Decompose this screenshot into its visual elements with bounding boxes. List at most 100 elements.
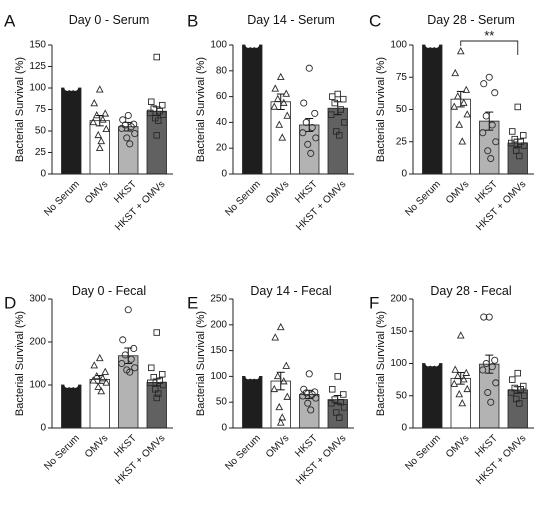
panel-d-data-point [72,382,79,388]
panel-e-data-point [329,386,336,393]
panel-d-data-point [92,371,101,380]
panel-b-data-point [282,89,291,97]
panel-e-data-point [282,361,291,369]
panel-e-ytick-label: 100 [210,371,227,382]
panel-f-data-point [485,313,493,321]
panel-d-data-point [158,371,166,378]
panel-b-data-point [271,84,280,92]
panel-d-data-point [124,306,132,314]
panel-f-xtick-label: OMVs [444,433,471,460]
panel-b-ytick-label: 0 [221,169,227,180]
panel-f-data-point [450,379,459,387]
panel-b-data-point [299,129,307,137]
panel-b-letter: B [187,12,198,31]
panel-b-data-point [270,102,279,110]
panel-b-ytick-label: 20 [216,143,228,154]
panel-d-data-point [153,394,160,402]
panel-a-xtick-label: HKST [112,179,139,206]
panel-c-data-point [516,152,523,160]
panel-b-ylabel: Bacterial Survival (%) [195,57,207,162]
panel-e-ytick-label: 150 [210,345,227,356]
panel-f-data-point [509,376,516,383]
panel-f-ylabel: Bacterial Survival (%) [375,311,387,416]
panel-e-xtick-label: HKST [293,433,320,460]
panel-f-bar [479,363,500,429]
panel-e-data-point [307,406,315,414]
panel-c-data-point [492,138,500,146]
panel-a-bar [89,120,110,175]
panel-f-data-point [433,360,440,367]
panel-d-data-point [126,368,134,376]
panel-c-bar [450,98,471,175]
panel-d-data-point [130,344,138,353]
panel-a-data-point [154,117,162,124]
panel-c-data-point [453,92,462,100]
panel-a-letter: A [4,12,16,31]
panel-b-data-point [336,132,343,139]
panel-a-data-point [127,123,135,131]
panel-f-data-point [451,365,460,373]
panel-b-xtick-label: HKST + OMVs [294,179,348,233]
panel-e-data-point [299,392,307,400]
panel-c-data-point [517,138,525,145]
panel-f-data-point [521,392,528,400]
panel-c-data-point [451,68,460,77]
panel-a-data-point [101,109,110,117]
panel-a-data-point [156,107,163,115]
panel-e-ytick-label: 50 [216,397,228,408]
panel-c-xtick-label: HKST [473,179,500,206]
panel-a-data-point [98,115,107,123]
panel-c-data-point [484,147,492,155]
panel-e-data-point [312,394,320,402]
panel-f-xtick-label: HKST + OMVs [474,433,528,487]
panel-a-ytick-label: 125 [29,61,46,72]
panel-c-data-point [514,103,522,111]
panel-a-data-point [102,124,111,133]
panel-b-ytick-label: 100 [210,40,227,51]
panel-a-data-point [153,132,160,139]
panel-e-data-point [337,398,345,406]
panel-b-data-point [304,140,312,148]
panel-f-xtick-label: HKST [473,433,500,460]
panel-c-data-point [462,85,471,93]
panel-f-data-point [463,384,472,393]
panel-b-ytick-label: 60 [216,91,228,102]
panel-e-data-point [253,373,260,380]
panel-c-data-point [491,89,499,97]
panel-a-xtick-label: HKST + OMVs [113,179,167,233]
panel-b-xtick-label: HKST [293,179,320,206]
panel-c-data-point [521,142,528,149]
panel-c-data-point [456,46,465,55]
panel-a-ytick-label: 75 [35,104,47,115]
panel-c-data-point [450,102,459,110]
panel-c-data-point [482,112,490,120]
panel-f-data-point [487,398,495,406]
panel-f-data-point [479,366,487,374]
panel-d-bar [61,384,82,429]
panel-f-ytick-label: 50 [396,390,408,401]
panel-c-data-point [487,154,495,163]
panel-d-data-point [131,364,139,372]
panel-e-bar [242,375,263,429]
panel-f-ytick-label: 100 [390,358,407,369]
panel-a-data-point [124,111,132,120]
panel-b-data-point [307,149,315,157]
panel-e-data-point [311,388,319,396]
panel-b-ytick-label: 40 [216,117,228,128]
panel-a-ytick-label: 100 [29,83,46,94]
panel-c-ytick-label: 0 [401,169,407,180]
panel-e-ylabel: Bacterial Survival (%) [195,311,207,416]
panel-b-data-point [305,64,313,72]
panel-b-data-point [340,95,347,103]
panel-d-xtick-label: No Serum [42,433,82,473]
panel-b-bar [327,107,348,175]
panel-d-xtick-label: HKST + OMVs [113,433,167,487]
panel-c-data-point [463,110,472,118]
panel-f-data-point [462,368,471,376]
panel-e-ytick-label: 200 [210,319,227,330]
panel-d-data-point [146,379,154,387]
panel-e-data-point [341,404,348,411]
panel-e-xtick-label: HKST + OMVs [294,433,348,487]
panel-b-data-point [283,111,292,119]
